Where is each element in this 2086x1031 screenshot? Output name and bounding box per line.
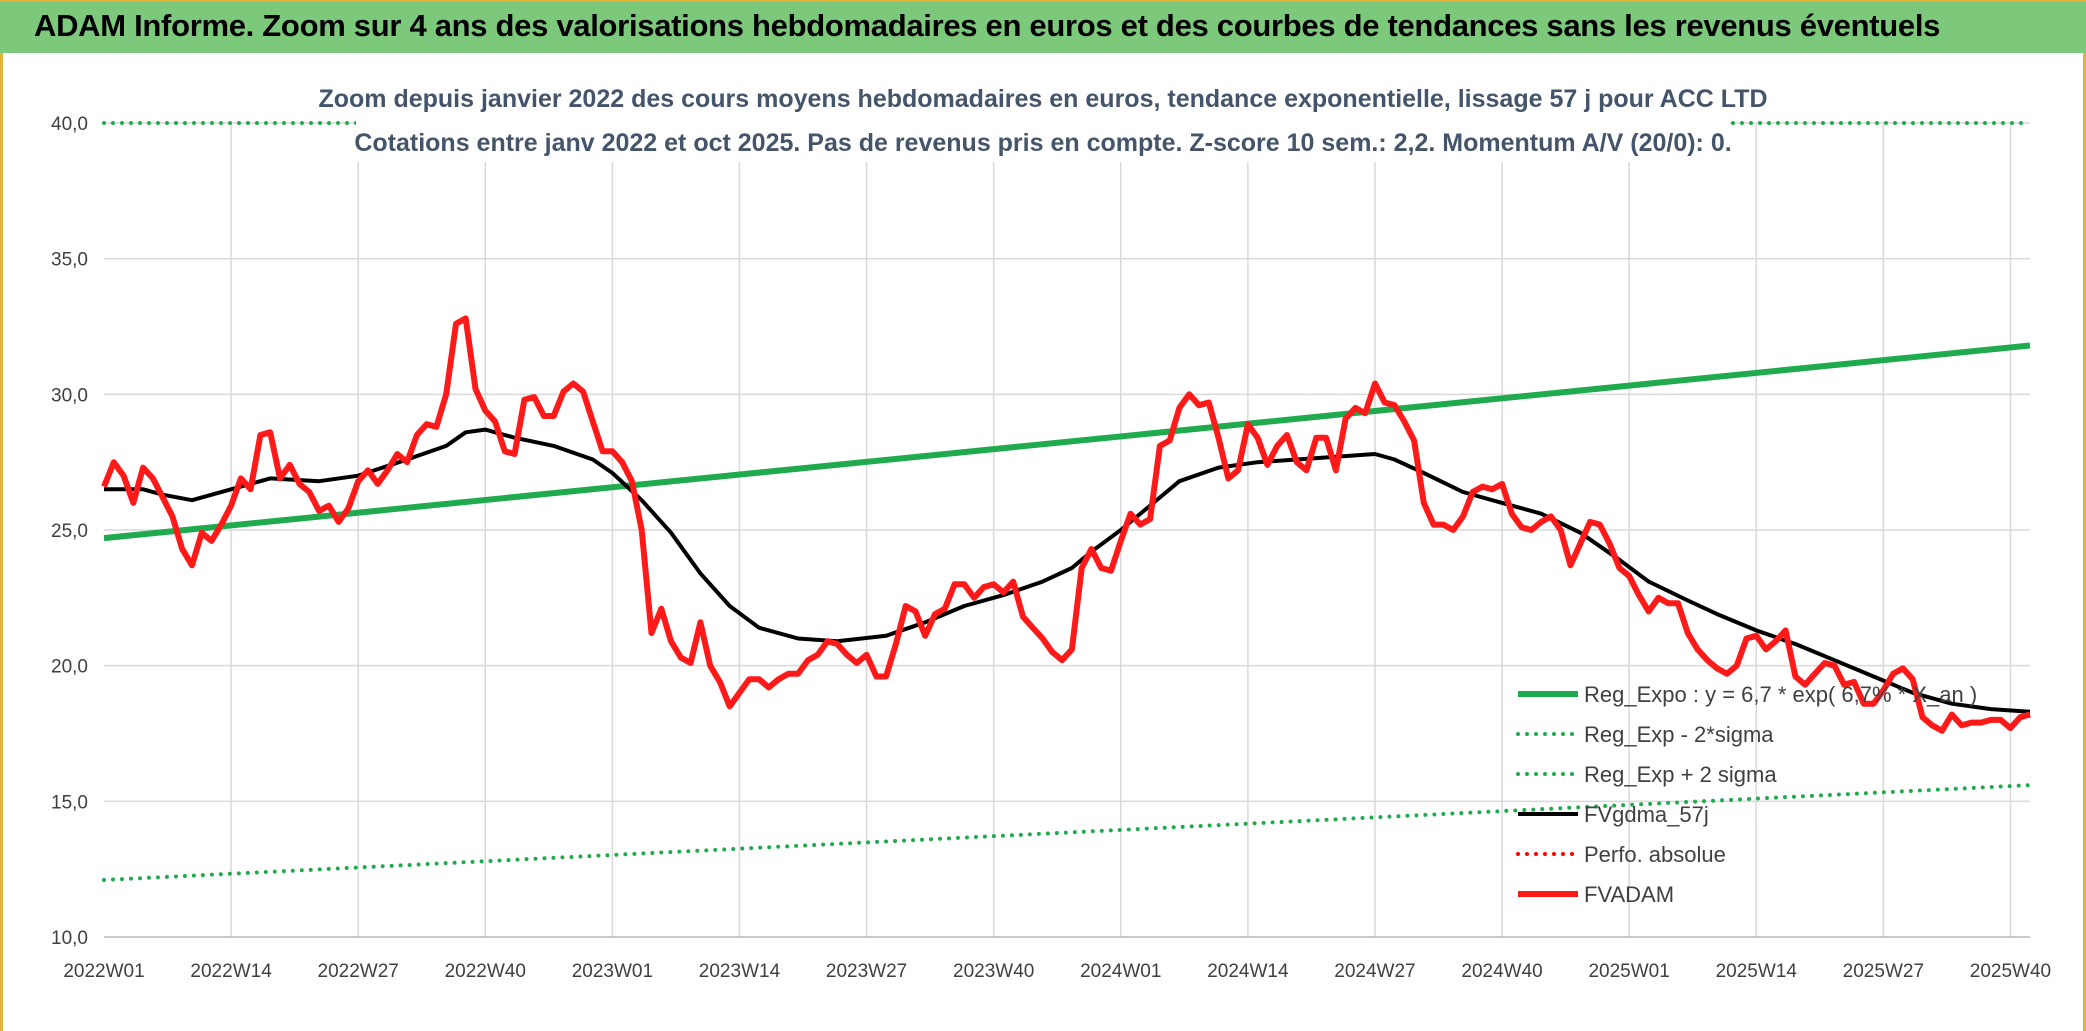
axis-layer: 10,0 15,0 20,0 25,0 30,0 35,0 40,0 2022W01 2022W…	[51, 114, 2051, 982]
legend-label: Reg_Exp - 2*sigma	[1584, 722, 1774, 747]
series-line-reg-expo-y-6-7-exp-6	[103, 342, 2031, 542]
legend-label: Perfo. absolue	[1584, 842, 1726, 867]
x-tick-label: 2024W14	[1207, 961, 1289, 982]
series-line-fvadam	[101, 315, 2031, 734]
y-tick-label: 20,0	[51, 657, 88, 678]
x-tick-label: 2022W14	[190, 961, 272, 982]
y-tick-label: 30,0	[51, 385, 88, 406]
y-tick-label: 40,0	[51, 114, 88, 135]
x-tick-label: 2023W01	[572, 961, 653, 982]
x-tick-label: 2024W40	[1461, 961, 1542, 982]
x-tick-label: 2025W14	[1716, 961, 1798, 982]
x-tick-label: 2023W14	[699, 961, 781, 982]
x-tick-label: 2024W27	[1334, 961, 1415, 982]
y-tick-label: 25,0	[51, 521, 88, 542]
x-tick-label: 2022W27	[318, 961, 399, 982]
legend-label: Reg_Exp + 2 sigma	[1584, 762, 1777, 787]
title-background	[356, 82, 1730, 162]
x-tick-label: 2025W01	[1588, 961, 1669, 982]
x-tick-label: 2024W01	[1080, 961, 1161, 982]
x-tick-label: 2022W40	[445, 961, 526, 982]
report-title: ADAM Informe. Zoom sur 4 ans des valoris…	[34, 8, 1941, 43]
y-tick-label: 15,0	[51, 792, 88, 813]
legend-label: FVADAM	[1584, 882, 1674, 907]
grid-layer	[104, 122, 2030, 938]
x-tick-label: 2023W27	[826, 961, 907, 982]
chart-title-line-2: Cotations entre janv 2022 et oct 2025. P…	[354, 129, 1731, 157]
legend: Reg_Expo : y = 6,7 * exp( 6,7% * X_an ) R…	[1516, 682, 1977, 907]
y-tick-label: 10,0	[51, 928, 88, 949]
report-banner: ADAM Informe. Zoom sur 4 ans des valoris…	[0, 0, 2086, 53]
x-tick-label: 2023W40	[953, 961, 1034, 982]
legend-label: Reg_Expo : y = 6,7 * exp( 6,7% * X_an )	[1584, 682, 1977, 707]
chart-title: Zoom depuis janvier 2022 des cours moyen…	[318, 82, 1768, 162]
series-line-reg-exp-2-sigma	[102, 783, 2032, 882]
legend-label: FVgdma_57j	[1584, 802, 1709, 827]
x-tick-label: 2022W01	[63, 961, 144, 982]
chart-title-line-1: Zoom depuis janvier 2022 des cours moyen…	[318, 85, 1767, 113]
series-line-fvgdma-57j	[104, 427, 2031, 714]
y-tick-label: 35,0	[51, 250, 88, 271]
x-tick-label: 2025W40	[1970, 961, 2051, 982]
x-tick-label: 2025W27	[1843, 961, 1924, 982]
chart-frame	[0, 53, 2086, 1031]
